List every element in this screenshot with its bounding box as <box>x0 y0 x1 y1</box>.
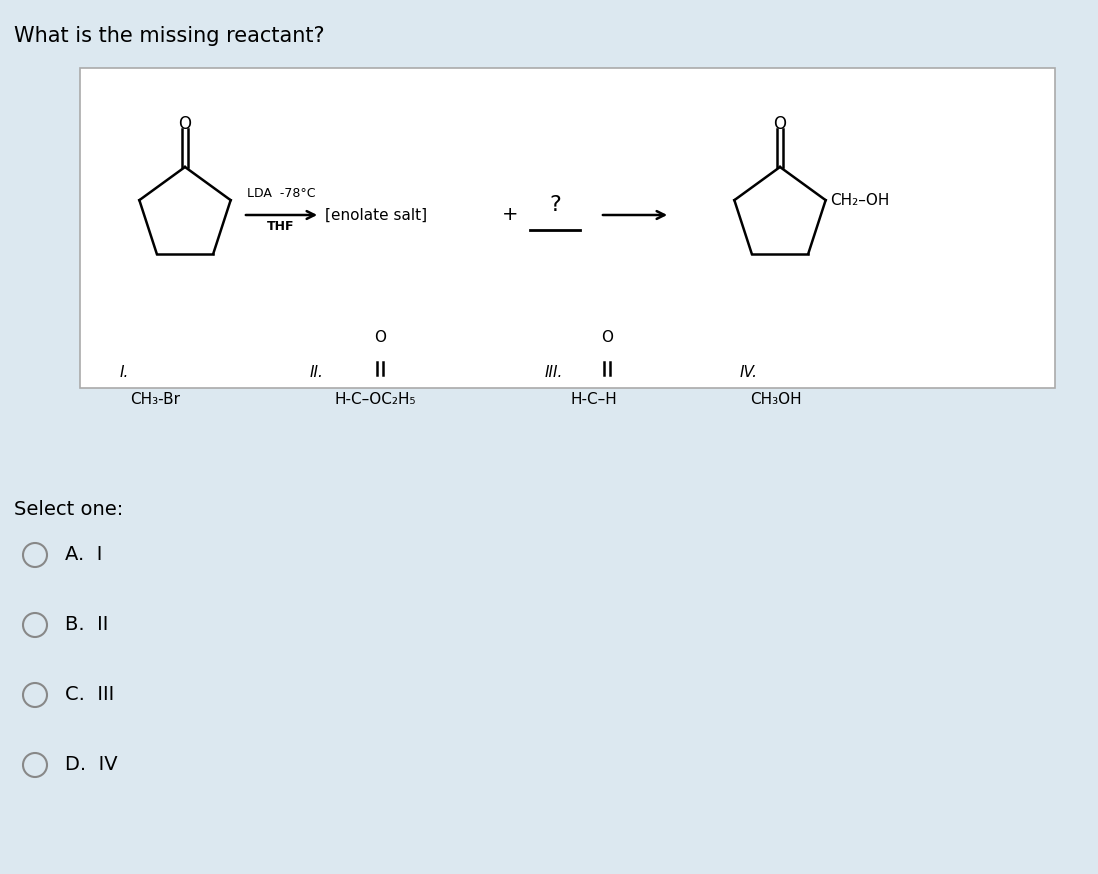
Text: THF: THF <box>267 220 294 233</box>
Text: ?: ? <box>549 195 561 215</box>
Text: IV.: IV. <box>740 365 758 380</box>
Text: O: O <box>601 330 613 345</box>
Text: +: + <box>502 205 518 225</box>
Text: H-C–H: H-C–H <box>570 392 617 407</box>
Text: What is the missing reactant?: What is the missing reactant? <box>14 26 325 46</box>
Text: CH₃OH: CH₃OH <box>750 392 802 407</box>
Text: D.  IV: D. IV <box>65 755 117 774</box>
Text: III.: III. <box>545 365 563 380</box>
Text: B.  II: B. II <box>65 615 109 635</box>
Text: O: O <box>179 115 191 133</box>
FancyBboxPatch shape <box>80 68 1055 388</box>
Text: H-C–OC₂H₅: H-C–OC₂H₅ <box>335 392 416 407</box>
Text: A.  I: A. I <box>65 545 102 565</box>
Text: I.: I. <box>120 365 130 380</box>
Text: Select one:: Select one: <box>14 500 123 519</box>
Text: CH₃-Br: CH₃-Br <box>130 392 180 407</box>
Text: LDA  -78°C: LDA -78°C <box>247 187 315 200</box>
Text: CH₂–OH: CH₂–OH <box>830 192 889 208</box>
Text: O: O <box>773 115 786 133</box>
Text: C.  III: C. III <box>65 685 114 704</box>
Text: O: O <box>374 330 386 345</box>
Text: II.: II. <box>310 365 324 380</box>
Text: [enolate salt]: [enolate salt] <box>325 207 427 223</box>
